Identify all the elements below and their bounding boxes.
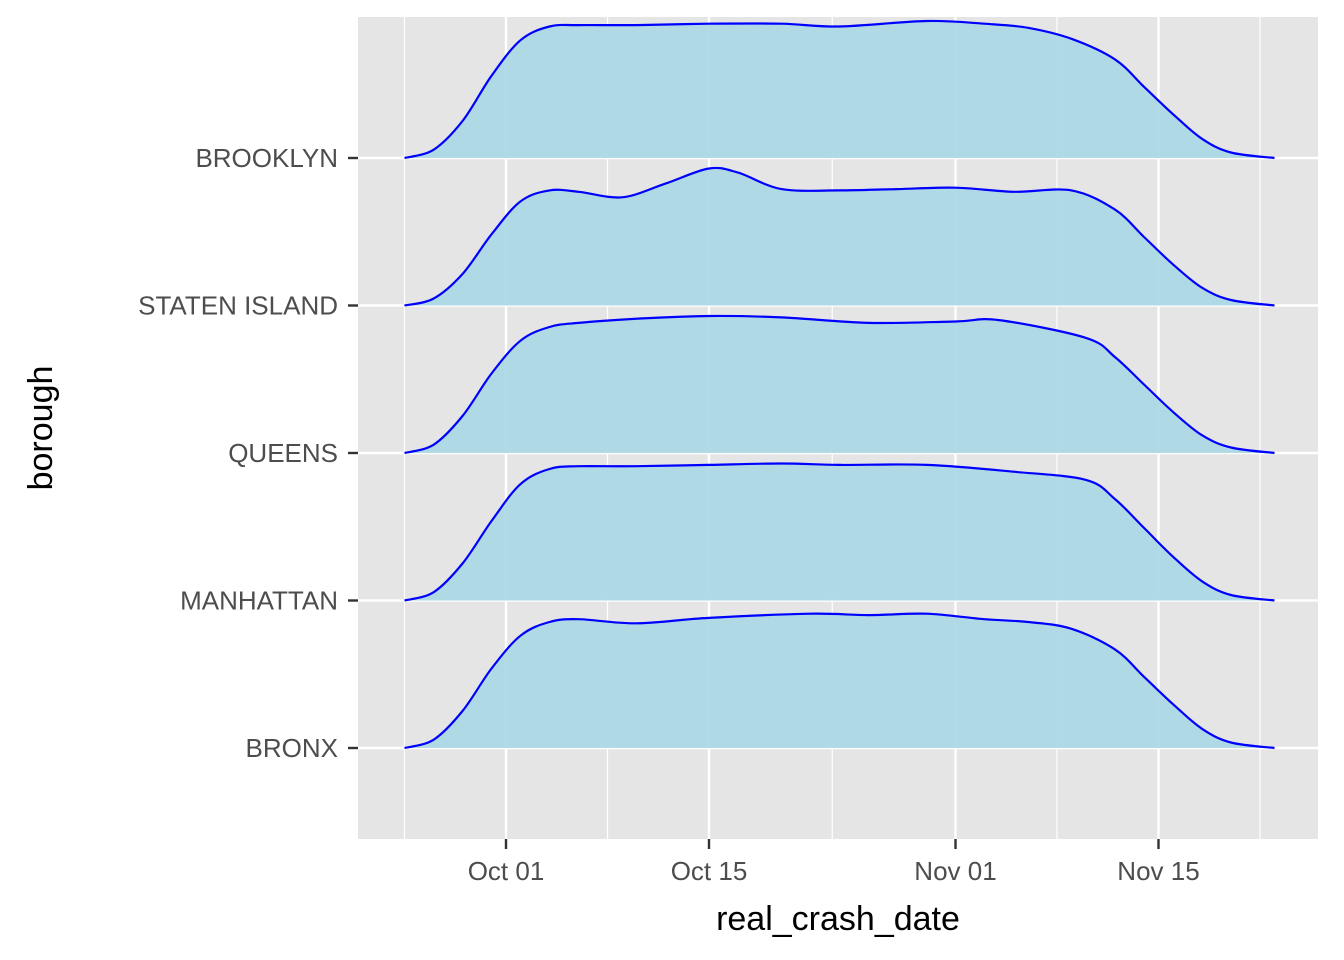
- ridge-fill: [404, 613, 1275, 748]
- x-tick-label: Nov 15: [1117, 856, 1199, 886]
- y-tick-label: STATEN ISLAND: [138, 291, 338, 321]
- ridge-queens: [404, 314, 1275, 455]
- density-ridges: [404, 19, 1275, 750]
- x-tick-label: Oct 01: [468, 856, 545, 886]
- x-axis-title: real_crash_date: [716, 900, 960, 938]
- ridge-bronx: [404, 612, 1275, 750]
- y-axis: BRONX MANHATTAN QUEENS STATEN ISLAND BROOKLY…: [138, 143, 358, 763]
- y-tick-label: BRONX: [246, 733, 338, 763]
- x-axis: Oct 01 Oct 15 Nov 01 Nov 15: [468, 839, 1200, 886]
- x-tick-label: Nov 01: [914, 856, 996, 886]
- y-axis-title: borough: [22, 366, 60, 491]
- ridge-staten-island: [404, 166, 1275, 307]
- x-tick-label: Oct 15: [671, 856, 748, 886]
- ridge-manhattan: [404, 462, 1275, 602]
- ridge-line: [404, 19, 1275, 160]
- ridge-line: [404, 462, 1275, 602]
- y-tick-label: QUEENS: [228, 438, 338, 468]
- ridge-line: [404, 166, 1275, 307]
- ridge-fill: [404, 167, 1275, 306]
- ridge-fill: [404, 463, 1275, 601]
- ridge-line: [404, 314, 1275, 455]
- ridge-brooklyn: [404, 19, 1275, 160]
- ridge-fill: [404, 315, 1275, 453]
- ridge-line: [404, 612, 1275, 750]
- y-tick-label: BROOKLYN: [195, 143, 338, 173]
- y-tick-label: MANHATTAN: [180, 586, 338, 616]
- ridge-fill: [404, 20, 1275, 158]
